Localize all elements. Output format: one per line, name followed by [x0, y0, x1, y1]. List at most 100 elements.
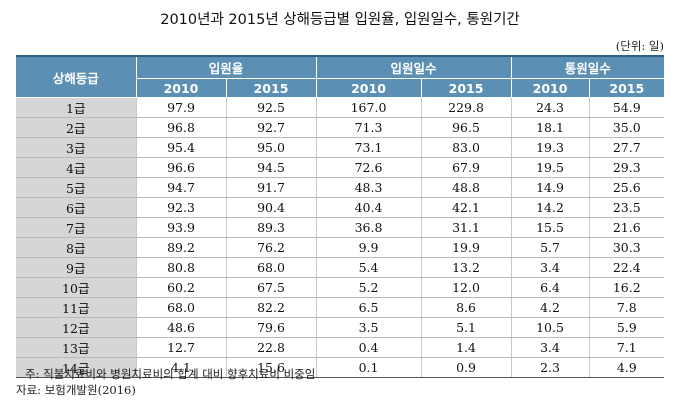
value-cell: 4.2	[510, 297, 590, 318]
grade-cell: 6급	[16, 197, 136, 218]
value-cell: 0.1	[315, 357, 422, 378]
value-cell: 10.5	[510, 317, 590, 338]
unit-label: (단위: 일)	[615, 39, 664, 53]
value-cell: 76.2	[225, 237, 317, 258]
value-cell: 23.5	[588, 197, 665, 218]
grade-cell: 7급	[16, 217, 136, 238]
table-row: 6급 92.3 90.4 40.4 42.1 14.2 23.5	[16, 197, 665, 218]
value-cell: 96.5	[420, 117, 512, 138]
value-cell: 92.7	[225, 117, 317, 138]
value-cell: 19.5	[510, 157, 590, 178]
value-cell: 82.2	[225, 297, 317, 318]
value-cell: 19.9	[420, 237, 512, 258]
table-row: 5급 94.7 91.7 48.3 48.8 14.9 25.6	[16, 177, 665, 198]
value-cell: 18.1	[510, 117, 590, 138]
header-year: 2015	[225, 78, 317, 98]
value-cell: 5.7	[510, 237, 590, 258]
value-cell: 24.3	[510, 97, 590, 118]
value-cell: 94.7	[135, 177, 226, 198]
value-cell: 167.0	[315, 97, 422, 118]
value-cell: 40.4	[315, 197, 422, 218]
value-cell: 31.1	[420, 217, 512, 238]
table-row: 12급 48.6 79.6 3.5 5.1 10.5 5.9	[16, 317, 665, 338]
value-cell: 3.4	[510, 257, 590, 278]
value-cell: 0.9	[420, 357, 512, 378]
value-cell: 3.5	[315, 317, 422, 338]
grade-cell: 14급	[16, 357, 136, 378]
value-cell: 22.8	[225, 337, 317, 358]
grade-cell: 11급	[16, 297, 136, 318]
value-cell: 89.2	[135, 237, 226, 258]
table-row: 11급 68.0 82.2 6.5 8.6 4.2 7.8	[16, 297, 665, 318]
source-note: 자료: 보험개발원(2016)	[16, 383, 136, 397]
data-table: 상해등급 입원율 입원일수 통원일수 2010 2015 2010 2015 2…	[16, 55, 665, 378]
value-cell: 29.3	[588, 157, 665, 178]
value-cell: 4.9	[588, 357, 665, 378]
header-year: 2015	[588, 78, 665, 98]
header-group-outpatient-days: 통원일수	[510, 55, 665, 79]
value-cell: 22.4	[588, 257, 665, 278]
value-cell: 15.5	[510, 217, 590, 238]
value-cell: 4.1	[135, 357, 226, 378]
value-cell: 35.0	[588, 117, 665, 138]
header-year: 2010	[315, 78, 422, 98]
value-cell: 83.0	[420, 137, 512, 158]
notes: 주: 직불치료비와 병원치료비의 합계 대비 향후치료비 비중임 자료: 보험개…	[16, 366, 315, 398]
grade-cell: 8급	[16, 237, 136, 258]
value-cell: 48.3	[315, 177, 422, 198]
value-cell: 5.2	[315, 277, 422, 298]
grade-cell: 10급	[16, 277, 136, 298]
table-title: 2010년과 2015년 상해등급별 입원율, 입원일수, 통원기간	[160, 12, 520, 28]
value-cell: 80.8	[135, 257, 226, 278]
value-cell: 15.6	[225, 357, 317, 378]
grade-cell: 9급	[16, 257, 136, 278]
value-cell: 13.2	[420, 257, 512, 278]
grade-cell: 1급	[16, 97, 136, 118]
value-cell: 96.8	[135, 117, 226, 138]
value-cell: 95.0	[225, 137, 317, 158]
value-cell: 30.3	[588, 237, 665, 258]
value-cell: 90.4	[225, 197, 317, 218]
value-cell: 48.6	[135, 317, 226, 338]
grade-cell: 4급	[16, 157, 136, 178]
grade-cell: 13급	[16, 337, 136, 358]
header-group-admission-days: 입원일수	[315, 55, 512, 79]
value-cell: 96.6	[135, 157, 226, 178]
value-cell: 95.4	[135, 137, 226, 158]
header-year: 2010	[510, 78, 590, 98]
header-grade: 상해등급	[16, 55, 137, 98]
value-cell: 14.9	[510, 177, 590, 198]
value-cell: 6.4	[510, 277, 590, 298]
value-cell: 1.4	[420, 337, 512, 358]
table-row: 7급 93.9 89.3 36.8 31.1 15.5 21.6	[16, 217, 665, 238]
value-cell: 36.8	[315, 217, 422, 238]
value-cell: 5.1	[420, 317, 512, 338]
value-cell: 16.2	[588, 277, 665, 298]
value-cell: 12.7	[135, 337, 226, 358]
table-row: 3급 95.4 95.0 73.1 83.0 19.3 27.7	[16, 137, 665, 158]
value-cell: 14.2	[510, 197, 590, 218]
value-cell: 9.9	[315, 237, 422, 258]
table-row: 9급 80.8 68.0 5.4 13.2 3.4 22.4	[16, 257, 665, 278]
value-cell: 42.1	[420, 197, 512, 218]
table-row: 1급 97.9 92.5 167.0 229.8 24.3 54.9	[16, 97, 665, 118]
value-cell: 3.4	[510, 337, 590, 358]
value-cell: 0.4	[315, 337, 422, 358]
table-body: 1급 97.9 92.5 167.0 229.8 24.3 54.9 2급 96.8 92.7 71…	[16, 97, 665, 378]
grade-cell: 5급	[16, 177, 136, 198]
value-cell: 6.5	[315, 297, 422, 318]
header-group-admission-rate: 입원율	[135, 55, 317, 79]
value-cell: 92.3	[135, 197, 226, 218]
table-row: 2급 96.8 92.7 71.3 96.5 18.1 35.0	[16, 117, 665, 138]
value-cell: 92.5	[225, 97, 317, 118]
value-cell: 97.9	[135, 97, 226, 118]
value-cell: 19.3	[510, 137, 590, 158]
header-year: 2010	[135, 78, 227, 98]
value-cell: 94.5	[225, 157, 317, 178]
grade-cell: 2급	[16, 117, 136, 138]
value-cell: 72.6	[315, 157, 422, 178]
value-cell: 5.4	[315, 257, 422, 278]
value-cell: 5.9	[588, 317, 665, 338]
value-cell: 7.1	[588, 337, 665, 358]
value-cell: 89.3	[225, 217, 317, 238]
